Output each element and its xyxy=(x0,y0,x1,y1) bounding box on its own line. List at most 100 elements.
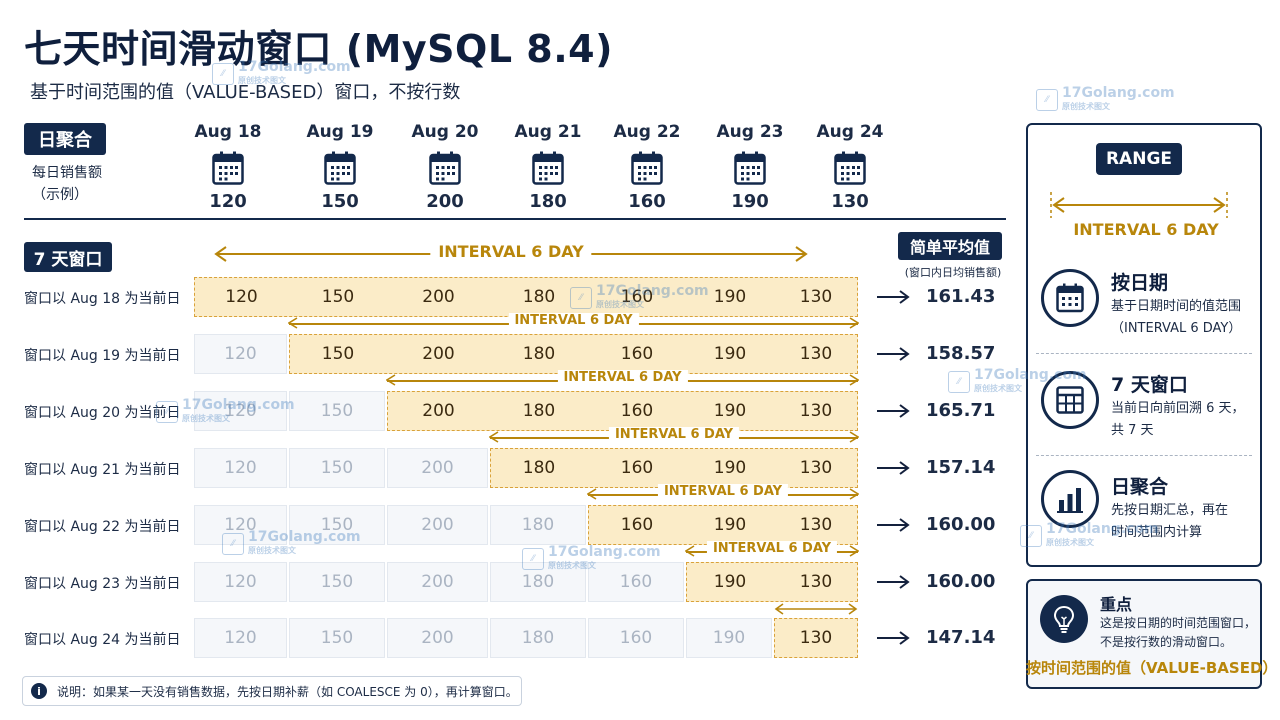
watermark-text: 17Golang.com 原创技术图文 xyxy=(1062,86,1175,114)
day-value: 180 xyxy=(529,191,567,212)
window-cell-active: 190 xyxy=(686,562,774,602)
window-cell-excluded: 120 xyxy=(194,448,287,488)
key-point-footer: 按时间范围的值（VALUE-BASED） xyxy=(1026,659,1278,677)
calendar-icon xyxy=(734,151,766,185)
average-caption: (窗口内日均销售额) xyxy=(904,266,1002,279)
panel-separator xyxy=(1036,353,1252,354)
window-cell-active: 130 xyxy=(774,391,858,431)
window-cell-active: 180 xyxy=(490,334,588,374)
day-value: 190 xyxy=(731,191,769,212)
window-row-label: 窗口以 Aug 18 为当前日 xyxy=(24,291,181,307)
range-arrow-icon xyxy=(1050,192,1228,218)
window-cell-excluded: 180 xyxy=(490,562,586,602)
key-point-desc-line2: 不是按行数的滑动窗口。 xyxy=(1100,635,1233,649)
info-icon: i xyxy=(31,683,47,699)
window-cell-active: 180 xyxy=(490,448,588,488)
row-interval-indicator: INTERVAL 6 DAY xyxy=(587,484,859,503)
range-badge: RANGE xyxy=(1096,143,1182,175)
result-arrow-icon xyxy=(877,404,910,418)
interval-label: INTERVAL 6 DAY xyxy=(608,427,740,442)
row-interval-indicator: INTERVAL 6 DAY xyxy=(386,370,859,389)
interval-label: INTERVAL 6 DAY xyxy=(557,370,688,385)
window-average: 165.71 xyxy=(926,400,996,421)
day-value: 130 xyxy=(831,191,869,212)
interval-label: INTERVAL 6 DAY xyxy=(657,484,789,499)
window-cell-active: 200 xyxy=(387,334,490,374)
arrow-left-icon xyxy=(386,374,396,386)
feature-date-desc-line1: 基于日期时间的值范围 xyxy=(1111,299,1242,314)
day-label: Aug 19 xyxy=(306,122,374,142)
window-cell-active: 200 xyxy=(387,391,490,431)
window-row-label: 窗口以 Aug 21 为当前日 xyxy=(24,462,181,478)
footnote: i 说明：如果某一天没有销售数据，先按日期补薪（如 COALESCE 为 0），… xyxy=(22,676,522,706)
window-cell-active: 130 xyxy=(774,334,858,374)
window-average: 158.57 xyxy=(926,343,996,364)
window-row-label: 窗口以 Aug 24 为当前日 xyxy=(24,632,181,648)
window-cell-active: 160 xyxy=(588,448,686,488)
day-value: 120 xyxy=(209,191,247,212)
window-cell-excluded: 200 xyxy=(387,448,488,488)
result-arrow-icon xyxy=(877,347,910,361)
watermark-logo-icon: ⁄⁄ xyxy=(1036,89,1058,111)
daily-aggregate-badge: 日聚合 xyxy=(24,123,106,155)
window-cell-excluded: 200 xyxy=(387,505,488,545)
window-cell-excluded: 120 xyxy=(194,391,287,431)
arrow-right-icon xyxy=(849,431,859,443)
window-cell-active: 160 xyxy=(588,277,686,317)
lightbulb-icon xyxy=(1053,605,1075,633)
result-arrow-icon xyxy=(877,575,910,589)
feature-aggregate-icon-wrap xyxy=(1041,470,1099,528)
day-label: Aug 22 xyxy=(613,122,681,142)
feature-window-title: 7 天窗口 xyxy=(1111,374,1188,396)
day-value: 160 xyxy=(628,191,666,212)
window-cell-excluded: 160 xyxy=(588,562,684,602)
watermark-logo-icon: ⁄⁄ xyxy=(948,371,970,393)
window-cell-active: 130 xyxy=(774,448,858,488)
daily-caption: 每日销售额 （示例） xyxy=(32,162,102,206)
calendar-icon xyxy=(834,151,866,185)
window-cell-active: 180 xyxy=(490,277,588,317)
day-column: Aug 21 180 xyxy=(503,122,593,212)
seven-day-window-badge: 7 天窗口 xyxy=(24,242,112,272)
day-label: Aug 18 xyxy=(194,122,262,142)
window-cell-active: 160 xyxy=(588,391,686,431)
window-cell-excluded: 150 xyxy=(289,391,385,431)
arrow-left-icon xyxy=(214,246,227,262)
window-cell-active: 130 xyxy=(774,505,858,545)
table-grid-icon xyxy=(1056,386,1084,414)
result-arrow-icon xyxy=(877,631,910,645)
calendar-icon xyxy=(429,151,461,185)
day-column: Aug 20 200 xyxy=(400,122,490,212)
day-label: Aug 24 xyxy=(816,122,884,142)
window-cell-excluded: 160 xyxy=(588,618,684,658)
watermark: ⁄⁄ 17Golang.com 原创技术图文 xyxy=(1036,86,1175,114)
feature-aggregate-desc-line2: 时间范围内计算 xyxy=(1111,525,1203,540)
interval-label: INTERVAL 6 DAY xyxy=(508,313,639,328)
page-subtitle: 基于时间范围的值（VALUE-BASED）窗口，不按行数 xyxy=(30,82,461,103)
feature-window-icon-wrap xyxy=(1041,371,1099,429)
window-cell-excluded: 200 xyxy=(387,618,488,658)
key-point-desc-line1: 这是按日期的时间范围窗口， xyxy=(1100,616,1257,630)
feature-aggregate-title: 日聚合 xyxy=(1111,476,1169,498)
range-panel xyxy=(1026,123,1262,567)
interval-label: INTERVAL 6 DAY xyxy=(430,242,592,261)
panel-separator xyxy=(1036,455,1252,456)
watermark-sub: 原创技术图文 xyxy=(248,546,296,555)
window-cell-excluded: 120 xyxy=(194,562,287,602)
window-cell-active: 130 xyxy=(774,277,858,317)
calendar-icon xyxy=(631,151,663,185)
arrow-left-icon xyxy=(288,317,298,329)
window-cell-excluded: 150 xyxy=(289,618,385,658)
window-cell-excluded: 180 xyxy=(490,505,586,545)
key-point-desc: 这是按日期的时间范围窗口， 不是按行数的滑动窗口。 xyxy=(1100,614,1256,652)
section-divider xyxy=(24,218,1006,220)
window-average: 160.00 xyxy=(926,571,996,592)
feature-window-desc-line1: 当前日向前回溯 6 天， xyxy=(1111,401,1245,416)
window-cell-active: 180 xyxy=(490,391,588,431)
window-cell-active: 130 xyxy=(774,618,858,658)
window-cell-active: 190 xyxy=(686,448,774,488)
window-row-label: 窗口以 Aug 23 为当前日 xyxy=(24,576,181,592)
daily-caption-line2: （示例） xyxy=(32,187,88,203)
calendar-icon xyxy=(212,151,244,185)
window-cell-active: 190 xyxy=(686,334,774,374)
